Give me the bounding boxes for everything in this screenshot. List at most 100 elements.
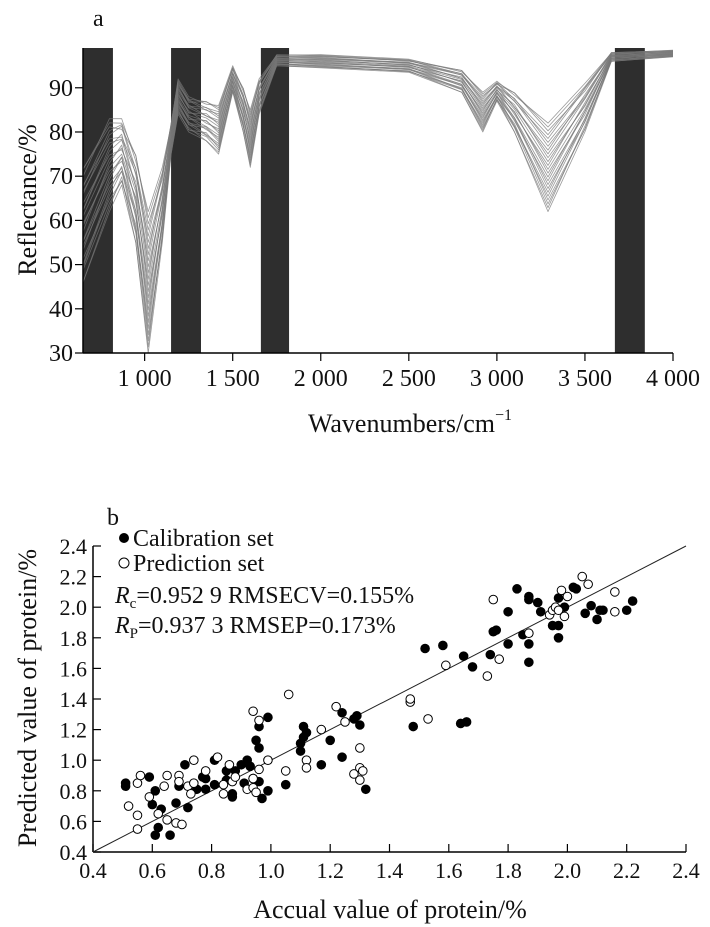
prediction-point xyxy=(224,759,235,770)
calibration-point xyxy=(245,761,255,772)
prediction-point xyxy=(482,671,493,681)
calibration-point xyxy=(120,781,131,792)
y-tick-label-b: 1.4 xyxy=(60,687,88,712)
y-tick-label-b: 1.0 xyxy=(60,748,88,773)
calibration-point xyxy=(503,639,513,649)
excluded-band-2 xyxy=(260,48,290,353)
y-tick-label-a: 30 xyxy=(49,341,73,367)
y-tick-label-b: 0.4 xyxy=(60,840,88,865)
prediction-point xyxy=(132,824,143,834)
prediction-point xyxy=(559,611,570,622)
prediction-point xyxy=(423,714,433,724)
calibration-point xyxy=(535,606,546,617)
x-tick-label-b: 2.4 xyxy=(672,858,700,883)
x-tick-label-b: 1.0 xyxy=(257,858,285,883)
prediction-point xyxy=(283,689,294,700)
prediction-point xyxy=(280,766,291,776)
calibration-point xyxy=(580,608,590,619)
y-tick-label-b: 2.2 xyxy=(60,565,88,590)
prediction-point xyxy=(610,587,620,597)
prediction-point xyxy=(251,787,261,798)
calibration-point xyxy=(298,732,309,743)
calibration-point xyxy=(150,830,161,840)
prediction-point xyxy=(405,694,416,704)
prediction-point xyxy=(144,792,155,802)
x-tick-label-b: 1.8 xyxy=(494,858,522,883)
calibration-point xyxy=(316,759,327,770)
calibration-point xyxy=(598,605,608,616)
prediction-point xyxy=(218,789,229,799)
prediction-point xyxy=(248,706,258,717)
prediction-point xyxy=(524,628,534,639)
prediction-point xyxy=(263,755,273,766)
y-tick-label-a: 50 xyxy=(49,253,73,279)
legend-marker-calibration xyxy=(119,533,129,543)
x-tick-label-b: 1.4 xyxy=(376,858,404,883)
prediction-point xyxy=(577,571,588,582)
prediction-point xyxy=(331,701,341,712)
prediction-point xyxy=(441,660,451,671)
prediction-point xyxy=(153,808,164,819)
calibration-point xyxy=(491,625,502,635)
prediction-point xyxy=(159,781,169,792)
prediction-point xyxy=(349,769,359,779)
prediction-point xyxy=(301,763,312,773)
y-tick-label-b: 1.8 xyxy=(60,626,88,651)
prediction-point xyxy=(162,815,172,825)
x-tick-label-a: 3 500 xyxy=(558,366,612,392)
spectrum-line xyxy=(82,51,674,256)
prediction-point xyxy=(562,591,573,602)
calibration-point xyxy=(408,721,419,732)
calibration-point xyxy=(467,662,478,672)
spectrum-line xyxy=(82,55,674,323)
calibration-point xyxy=(438,640,448,651)
prediction-point xyxy=(358,766,368,776)
prediction-point xyxy=(488,594,499,605)
x-tick-label-a: 2 500 xyxy=(382,366,436,392)
y-tick-label-a: 90 xyxy=(49,76,73,102)
spectrum-line xyxy=(82,54,674,305)
y-tick-label-b: 0.6 xyxy=(60,809,88,834)
calibration-point xyxy=(355,720,365,730)
prediction-point xyxy=(248,773,258,784)
prediction-point xyxy=(174,776,184,787)
excluded-band-0 xyxy=(83,48,113,353)
calibration-point xyxy=(360,784,371,795)
legend: Calibration set Prediction set xyxy=(118,526,274,577)
legend-marker-prediction xyxy=(118,557,130,569)
calibration-point xyxy=(524,639,534,649)
calibration-point xyxy=(200,784,211,795)
prediction-point xyxy=(254,715,264,726)
excluded-bands xyxy=(83,48,645,353)
spectrum-line xyxy=(82,51,674,237)
prediction-point xyxy=(340,717,350,727)
calibration-point xyxy=(524,591,534,602)
legend-label-calibration: Calibration set xyxy=(133,526,274,552)
x-tick-label-b: 0.6 xyxy=(139,858,167,883)
excluded-band-3 xyxy=(614,48,645,353)
reference-line xyxy=(92,545,687,853)
y-tick-label-a: 70 xyxy=(49,164,73,190)
x-tick-label-b: 2.2 xyxy=(613,858,641,883)
calibration-point xyxy=(337,752,347,762)
calibration-point xyxy=(295,746,306,756)
prediction-point xyxy=(316,724,327,735)
calibration-point xyxy=(209,779,220,790)
calibration-point xyxy=(165,830,175,840)
y-axis-title-b: Predicted value of protein/% xyxy=(13,549,42,847)
x-tick-label-b: 0.8 xyxy=(198,858,226,883)
y-tick-label-b: 1.2 xyxy=(60,718,88,743)
x-tick-label-a: 1 500 xyxy=(206,366,260,392)
prediction-point xyxy=(177,819,187,830)
calibration-point xyxy=(621,605,632,616)
y-tick-label-a: 80 xyxy=(49,120,73,146)
prediction-point xyxy=(200,766,211,776)
calibration-point xyxy=(180,759,190,770)
x-tick-label-a: 4 000 xyxy=(646,366,700,392)
x-tick-label-b: 1.6 xyxy=(435,858,463,883)
calibration-point xyxy=(461,717,472,727)
calibration-point xyxy=(263,712,273,723)
y-tick-label-a: 40 xyxy=(49,297,73,323)
prediction-point xyxy=(132,810,143,821)
